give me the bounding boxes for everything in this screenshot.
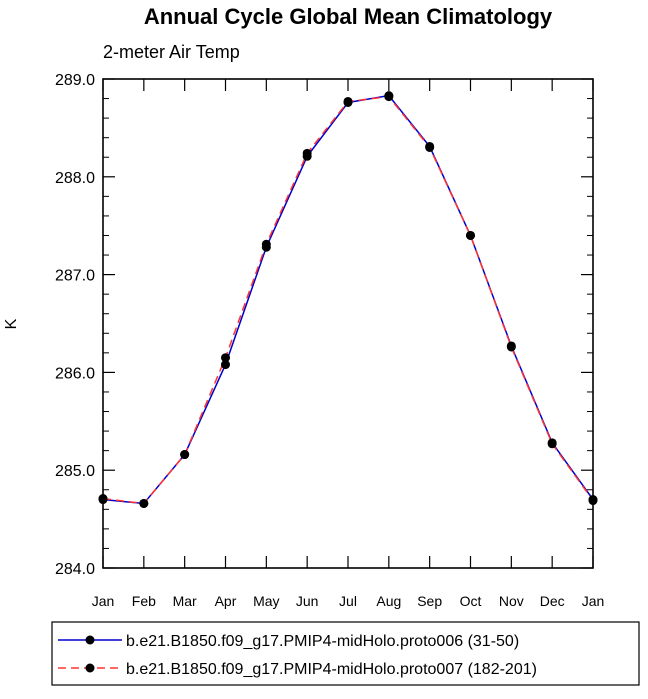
x-tick-label: Jul [339, 593, 357, 609]
y-tick-label: 286.0 [55, 365, 95, 382]
x-tick-label: Nov [499, 593, 524, 609]
legend-label-series-1: b.e21.B1850.f09_g17.PMIP4-midHolo.proto0… [126, 633, 519, 650]
x-tick-label: Oct [460, 593, 482, 609]
series-layer [98, 91, 598, 508]
series-1-point [221, 360, 230, 370]
x-tick-label: Mar [173, 593, 197, 609]
plot-frame [102, 78, 594, 569]
y-tick-label: 288.0 [55, 170, 95, 187]
series-2-point [302, 148, 312, 158]
x-tick-label: Jan [582, 593, 605, 609]
x-tick-label: Feb [132, 593, 156, 609]
legend-marker-series-1 [85, 635, 95, 645]
x-tick-label: Jan [92, 593, 115, 609]
series-2-point [343, 96, 353, 106]
series-2-point [588, 496, 598, 506]
y-axis-label: K [3, 318, 20, 329]
series-2-point [506, 342, 516, 352]
x-tick-label: Apr [215, 593, 237, 609]
chart-subtitle: 2-meter Air Temp [103, 42, 240, 62]
legend-marker-series-2 [85, 663, 95, 673]
series-2-point [261, 239, 271, 249]
legend: b.e21.B1850.f09_g17.PMIP4-midHolo.proto0… [51, 621, 640, 686]
series-2-point [98, 494, 108, 504]
x-tick-label: Dec [540, 593, 565, 609]
y-tick-label: 287.0 [55, 268, 95, 285]
series-2-point [180, 450, 190, 460]
x-tick-label: Sep [417, 593, 442, 609]
legend-label-series-2: b.e21.B1850.f09_g17.PMIP4-midHolo.proto0… [126, 661, 537, 678]
x-axis-ticks: Jan Feb Mar Apr May Jun Jul Aug Sep Oct Nov Dec Jan [92, 79, 605, 609]
x-tick-label: Aug [376, 593, 401, 609]
series-2-point [221, 353, 230, 363]
series-line-1 [102, 94, 594, 505]
y-tick-label: 285.0 [55, 463, 95, 480]
y-tick-label: 284.0 [55, 561, 95, 578]
series-line-2 [102, 95, 594, 505]
y-axis-ticks: 284.0 285.0 286.0 287.0 288.0 289.0 [55, 72, 593, 578]
chart-title: Annual Cycle Global Mean Climatology [144, 4, 553, 29]
y-tick-label: 289.0 [55, 72, 95, 89]
legend-box [51, 621, 640, 686]
x-tick-label: May [253, 593, 279, 609]
series-2-point [547, 439, 557, 449]
series-2-point [425, 142, 435, 152]
series-2-point [139, 498, 149, 508]
x-tick-label: Jun [296, 593, 319, 609]
series-2-point [384, 92, 394, 102]
series-2-point [466, 230, 475, 240]
